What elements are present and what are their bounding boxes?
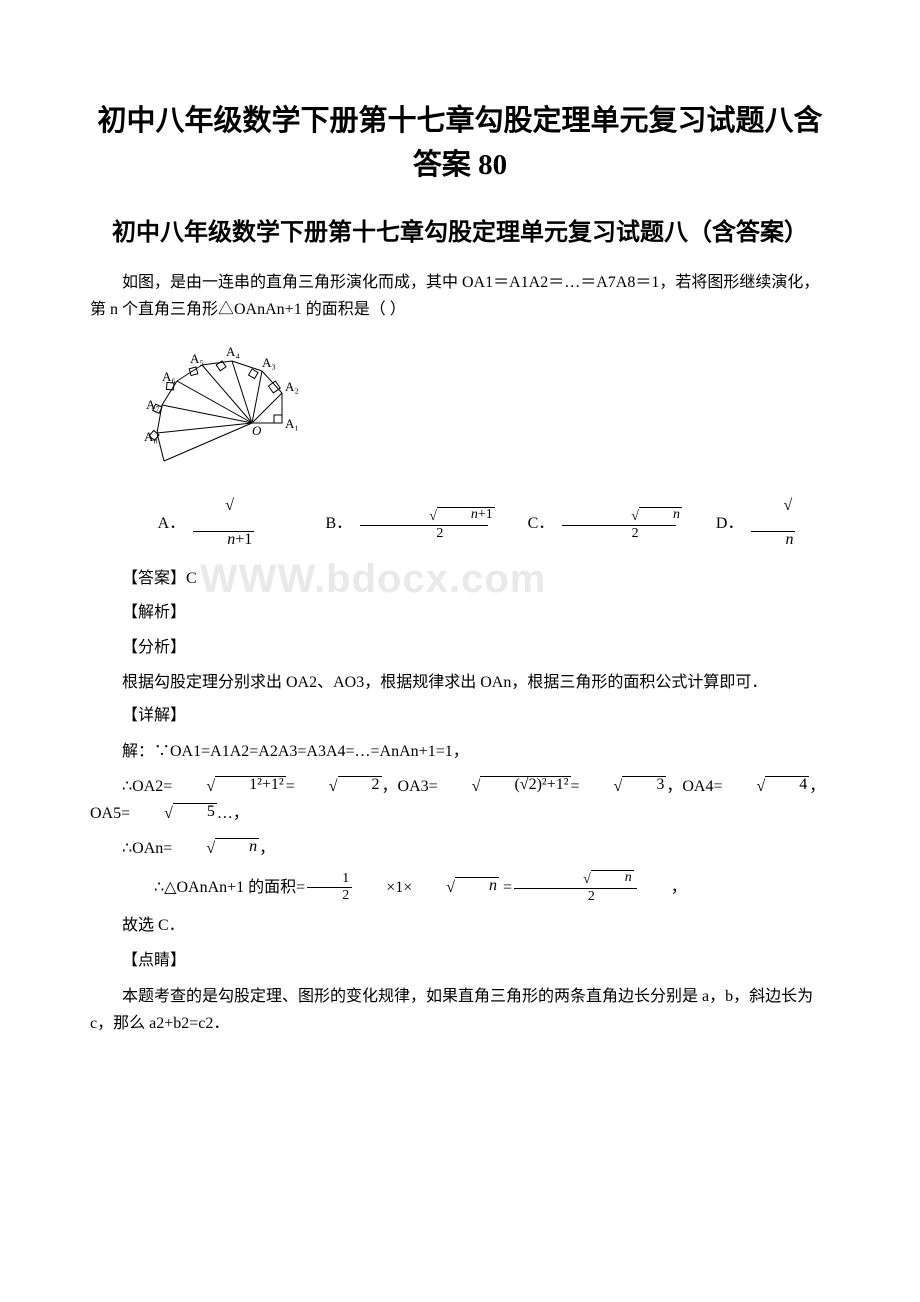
step4-frac1: 12: [307, 872, 352, 903]
main-title: 初中八年级数学下册第十七章勾股定理单元复习试题八含答案 80: [90, 100, 830, 187]
step3-sqrt: n: [172, 835, 259, 862]
step3-prefix: ∴OAn=: [122, 840, 172, 857]
answer-line: 【答案】C: [90, 563, 830, 595]
option-d-label: D．: [684, 506, 744, 541]
step2-suffix: …，: [217, 805, 249, 822]
fenxi-label: 【分析】: [90, 634, 830, 661]
step5: 故选 C．: [90, 912, 830, 939]
label-a4: A₄: [226, 344, 240, 359]
step4-times: ×1×n =: [354, 874, 512, 901]
label-a8: A₈: [144, 429, 158, 444]
step3: ∴OAn=n，: [90, 835, 830, 862]
option-c-math: n 2: [562, 507, 676, 541]
step2-prefix: ∴OA2=: [122, 778, 172, 795]
label-a2: A₂: [285, 379, 299, 394]
step2-sqrt4: 3: [580, 773, 667, 800]
option-b-label: B．: [294, 506, 353, 541]
label-o: O: [252, 423, 262, 438]
step2-sqrt2: 2: [295, 773, 382, 800]
label-a1: A₁: [285, 416, 299, 431]
problem-intro: 如图，是由一连串的直角三角形演化而成，其中 OA1＝A1A2＝…＝A7A8＝1，…: [90, 269, 830, 323]
step4-frac2: n2: [514, 870, 637, 904]
sub-title: 初中八年级数学下册第十七章勾股定理单元复习试题八（含答案）: [90, 215, 830, 251]
dianjing-text: 本题考查的是勾股定理、图形的变化规律，如果直角三角形的两条直角边长分别是 a，b…: [90, 983, 830, 1037]
option-c-label: C．: [496, 506, 555, 541]
option-a-math: n+1: [191, 488, 287, 558]
dianjing-label: 【点睛】: [90, 947, 830, 974]
step4-suffix: ，: [639, 874, 687, 901]
step2-sqrt3: (√2)²+1²: [438, 773, 571, 800]
detail-label: 【详解】: [90, 702, 830, 729]
step1: 解：∵OA1=A1A2=A2A3=A3A4=…=AnAn+1=1，: [90, 738, 830, 765]
step2-sqrt1: 1²+1²: [172, 773, 285, 800]
label-a3: A₃: [262, 355, 276, 370]
step3-suffix: ，: [259, 840, 275, 857]
options-row: A． n+1 B． n+1 2 C． n 2 D． n: [90, 488, 830, 558]
option-b-math: n+1 2: [360, 507, 487, 541]
step2-sqrt5: 4: [722, 773, 809, 800]
analysis-label: 【解析】: [90, 599, 830, 626]
spiral-figure: A₁ A₂ A₃ A₄ A₅ A₆ A₇ A₈ O: [122, 333, 830, 478]
step2: ∴OA2=1²+1²=2，OA3=(√2)²+1²=3，OA4=4，OA5=5……: [90, 773, 830, 827]
option-a-label: A．: [126, 506, 186, 541]
label-a6: A₆: [162, 369, 176, 384]
step4-prefix: ∴△OAnAn+1 的面积=: [122, 874, 305, 901]
step2-sqrt6: 5: [130, 800, 217, 827]
step2-mid1: ，OA3=: [382, 778, 438, 795]
step2-mid2: ，OA4=: [666, 778, 722, 795]
label-a5: A₅: [190, 351, 204, 366]
fenxi-text: 根据勾股定理分别求出 OA2、AO3，根据规律求出 OAn，根据三角形的面积公式…: [90, 669, 830, 696]
step4: ∴△OAnAn+1 的面积= 12 ×1×n = n2 ，: [90, 870, 830, 904]
option-d-math: n: [749, 488, 830, 558]
label-a7: A₇: [146, 397, 160, 412]
